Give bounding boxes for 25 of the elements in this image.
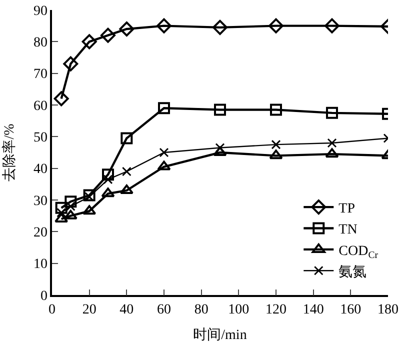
y-tick-label: 60 [33,98,48,114]
x-tick-label: 60 [157,302,171,318]
y-tick-label: 70 [33,67,48,82]
x-tick-label: 100 [228,302,250,318]
x-tick-label: 40 [120,302,134,318]
y-tick-label: 80 [33,36,48,51]
x-tick-label: 160 [340,302,362,318]
y-tick-label: 20 [33,226,48,241]
y-tick-label: 30 [33,194,48,209]
y-tick-label: 50 [33,130,48,146]
y-tick-label: 90 [33,4,48,19]
legend-label: COD$_{Cr}$ [338,244,379,261]
y-tick-label: 0 [40,288,48,304]
x-tick-label: 20 [82,302,96,318]
x-tick-label: 140 [302,302,324,318]
legend-label: TN [338,222,358,238]
y-tick-label: 40 [33,162,48,178]
legend-label: 氨氮 [338,265,367,280]
y-axis-title: 去除率/% [2,123,18,182]
x-axis-title: 时间/min [193,327,247,343]
x-tick-label: 80 [194,302,208,318]
legend-label: TP [338,202,356,217]
y-tick-label: 10 [33,257,48,272]
x-tick-label: 180 [378,302,398,318]
x-tick-label: 120 [266,302,286,318]
